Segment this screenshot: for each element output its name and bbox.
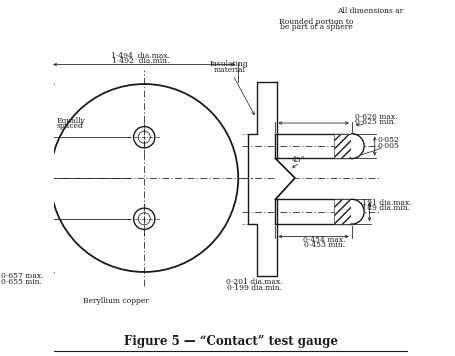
Text: Equally: Equally <box>56 117 85 125</box>
Polygon shape <box>248 82 277 276</box>
Text: 0·199 dia.min.: 0·199 dia.min. <box>226 284 281 292</box>
Text: material: material <box>213 66 245 74</box>
Text: 0·626 max.: 0·626 max. <box>354 114 396 121</box>
Text: 1·494  dia.max.: 1·494 dia.max. <box>111 52 170 60</box>
Bar <box>333 199 351 224</box>
Text: 0·005: 0·005 <box>377 141 399 150</box>
Text: Insulating: Insulating <box>210 60 248 68</box>
Polygon shape <box>351 134 363 158</box>
Text: 0·453 min.: 0·453 min. <box>303 241 344 249</box>
Text: 1·492  dia.min.: 1·492 dia.min. <box>112 57 169 65</box>
Polygon shape <box>275 199 351 224</box>
Text: 45°: 45° <box>291 156 304 164</box>
Bar <box>333 134 351 158</box>
Text: spaced: spaced <box>56 122 83 130</box>
Text: All dimensions ar: All dimensions ar <box>336 7 402 15</box>
Polygon shape <box>275 134 351 158</box>
Circle shape <box>50 84 238 272</box>
Text: 0·191 dia.max.: 0·191 dia.max. <box>354 199 410 207</box>
Polygon shape <box>351 199 363 224</box>
Text: 0·201 dia.max.: 0·201 dia.max. <box>225 278 282 286</box>
Text: 0·657 max.: 0·657 max. <box>0 272 43 281</box>
Text: 0·655 min.: 0·655 min. <box>1 278 42 286</box>
Text: 0·625 min.: 0·625 min. <box>354 119 394 126</box>
Text: Beryllium copper: Beryllium copper <box>83 297 148 305</box>
Text: Figure 5 — “Contact” test gauge: Figure 5 — “Contact” test gauge <box>124 335 338 348</box>
Polygon shape <box>275 158 294 199</box>
Text: Rounded portion to: Rounded portion to <box>278 18 353 26</box>
Text: 0·052: 0·052 <box>377 136 399 144</box>
Text: be part of a sphere: be part of a sphere <box>279 23 352 31</box>
Text: 0·189 dia.min.: 0·189 dia.min. <box>354 204 409 212</box>
Text: 0·454 max.: 0·454 max. <box>302 236 345 244</box>
